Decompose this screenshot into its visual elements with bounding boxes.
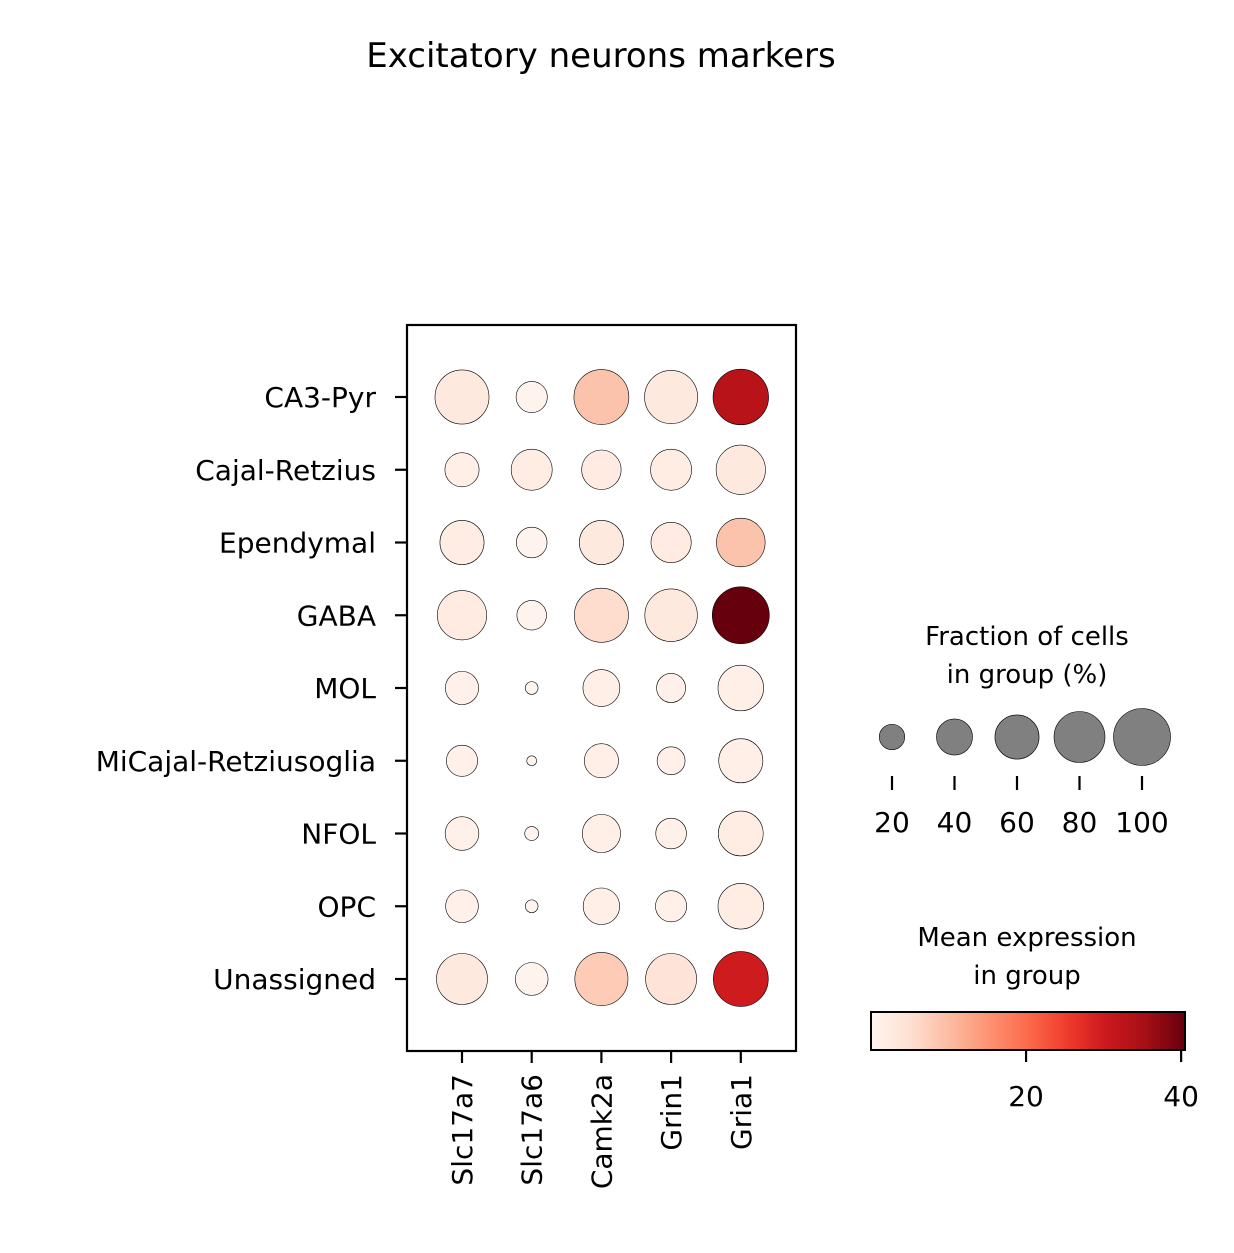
size-legend-label-40: 40 bbox=[937, 806, 973, 839]
y-tick-label-gaba: GABA bbox=[297, 599, 376, 632]
colorbar bbox=[870, 1011, 1186, 1051]
y-tick-label-ca3-pyr: CA3-Pyr bbox=[264, 381, 376, 414]
size-legend-dot-100 bbox=[1113, 708, 1171, 766]
dot-cajal-retzius-grin1 bbox=[650, 448, 692, 491]
size-legend-dot-20 bbox=[878, 723, 906, 751]
dot-ependymal-slc17a6 bbox=[516, 526, 548, 559]
size-legend-dot-60 bbox=[994, 714, 1040, 760]
dot-gaba-slc17a7 bbox=[437, 590, 487, 641]
color-legend-title-line1: Mean expression bbox=[917, 923, 1136, 953]
x-tick-label-slc17a6: Slc17a6 bbox=[516, 1074, 549, 1186]
dot-unassigned-gria1 bbox=[713, 951, 769, 1007]
size-legend-dot-80 bbox=[1053, 711, 1106, 763]
dot-ependymal-gria1 bbox=[716, 517, 766, 568]
dot-mol-grin1 bbox=[656, 673, 686, 703]
x-tick-label-camk2a: Camk2a bbox=[585, 1074, 618, 1189]
dot-micajal-retziusoglia-camk2a bbox=[584, 743, 619, 779]
y-tick-label-opc: OPC bbox=[318, 890, 376, 923]
dot-unassigned-grin1 bbox=[645, 953, 697, 1005]
size-legend: Fraction of cells in group (%) 20 40 60 80 1… bbox=[874, 622, 1171, 839]
dot-micajal-retziusoglia-gria1 bbox=[718, 738, 764, 784]
size-legend-label-60: 60 bbox=[999, 806, 1035, 839]
dot-ca3-pyr-slc17a6 bbox=[515, 381, 548, 413]
dot-ca3-pyr-slc17a7 bbox=[434, 369, 490, 425]
dot-opc-slc17a6 bbox=[525, 899, 539, 913]
dot-ependymal-slc17a7 bbox=[439, 520, 485, 565]
size-legend-title-line1: Fraction of cells bbox=[925, 622, 1129, 652]
dot-micajal-retziusoglia-slc17a6 bbox=[526, 755, 537, 766]
colorbar-label-20: 20 bbox=[1008, 1080, 1044, 1113]
dot-opc-slc17a7 bbox=[445, 889, 479, 923]
dot-ca3-pyr-camk2a bbox=[573, 369, 630, 425]
dot-ependymal-grin1 bbox=[650, 522, 692, 563]
y-tick-label-unassigned: Unassigned bbox=[213, 963, 376, 996]
y-axis: CA3-Pyr Cajal-Retzius Ependymal GABA MOL MiCa… bbox=[96, 381, 407, 996]
dot-ca3-pyr-gria1 bbox=[712, 368, 769, 426]
x-tick-label-grin1: Grin1 bbox=[655, 1074, 688, 1151]
dot-unassigned-slc17a7 bbox=[436, 953, 488, 1005]
dot-opc-grin1 bbox=[655, 890, 688, 923]
size-legend-title-line2: in group (%) bbox=[947, 660, 1108, 690]
size-legend-label-80: 80 bbox=[1062, 806, 1098, 839]
dot-opc-camk2a bbox=[582, 887, 620, 925]
dot-gaba-gria1 bbox=[711, 586, 770, 645]
dot-gaba-camk2a bbox=[574, 587, 629, 643]
size-legend-label-20: 20 bbox=[874, 806, 910, 839]
dot-mol-gria1 bbox=[717, 664, 764, 712]
dot-nfol-grin1 bbox=[655, 817, 687, 850]
dot-cajal-retzius-slc17a6 bbox=[510, 448, 553, 491]
dot-micajal-retziusoglia-slc17a7 bbox=[446, 744, 478, 777]
color-legend: Mean expression in group 20 40 bbox=[870, 923, 1199, 1113]
dot-micajal-retziusoglia-grin1 bbox=[656, 746, 686, 776]
dot-cajal-retzius-camk2a bbox=[581, 449, 622, 490]
dot-opc-gria1 bbox=[717, 883, 764, 930]
color-legend-title-line2: in group bbox=[973, 961, 1080, 991]
y-tick-label-cajal-retzius: Cajal-Retzius bbox=[195, 454, 376, 487]
dot-grid bbox=[434, 368, 770, 1007]
dot-nfol-slc17a6 bbox=[524, 826, 539, 841]
dot-mol-slc17a7 bbox=[445, 671, 479, 705]
colorbar-label-40: 40 bbox=[1163, 1080, 1199, 1113]
dot-gaba-grin1 bbox=[644, 588, 698, 642]
dot-mol-slc17a6 bbox=[525, 681, 539, 695]
dot-nfol-camk2a bbox=[581, 814, 621, 853]
x-axis: Slc17a7 Slc17a6 Camk2a Grin1 Gria1 bbox=[446, 1051, 758, 1189]
dot-cajal-retzius-slc17a7 bbox=[444, 452, 480, 488]
size-legend-dot-40 bbox=[936, 718, 973, 756]
dot-mol-camk2a bbox=[582, 669, 621, 707]
y-tick-label-ependymal: Ependymal bbox=[219, 527, 376, 560]
size-legend-label-100: 100 bbox=[1115, 806, 1168, 839]
chart-title: Excitatory neurons markers bbox=[366, 36, 836, 76]
dot-unassigned-camk2a bbox=[574, 952, 629, 1006]
dot-ca3-pyr-grin1 bbox=[644, 370, 698, 424]
dot-nfol-gria1 bbox=[718, 810, 764, 857]
dot-cajal-retzius-gria1 bbox=[715, 444, 766, 495]
dot-unassigned-slc17a6 bbox=[515, 962, 549, 996]
dot-gaba-slc17a6 bbox=[516, 600, 547, 631]
x-tick-label-gria1: Gria1 bbox=[725, 1074, 758, 1150]
y-tick-label-micajal-retziusoglia: MiCajal-Retziusoglia bbox=[96, 745, 376, 778]
y-tick-label-nfol: NFOL bbox=[301, 818, 376, 851]
x-tick-label-slc17a7: Slc17a7 bbox=[446, 1074, 479, 1186]
dot-ependymal-camk2a bbox=[579, 520, 624, 565]
y-tick-label-mol: MOL bbox=[314, 672, 376, 705]
dot-nfol-slc17a7 bbox=[444, 816, 480, 851]
